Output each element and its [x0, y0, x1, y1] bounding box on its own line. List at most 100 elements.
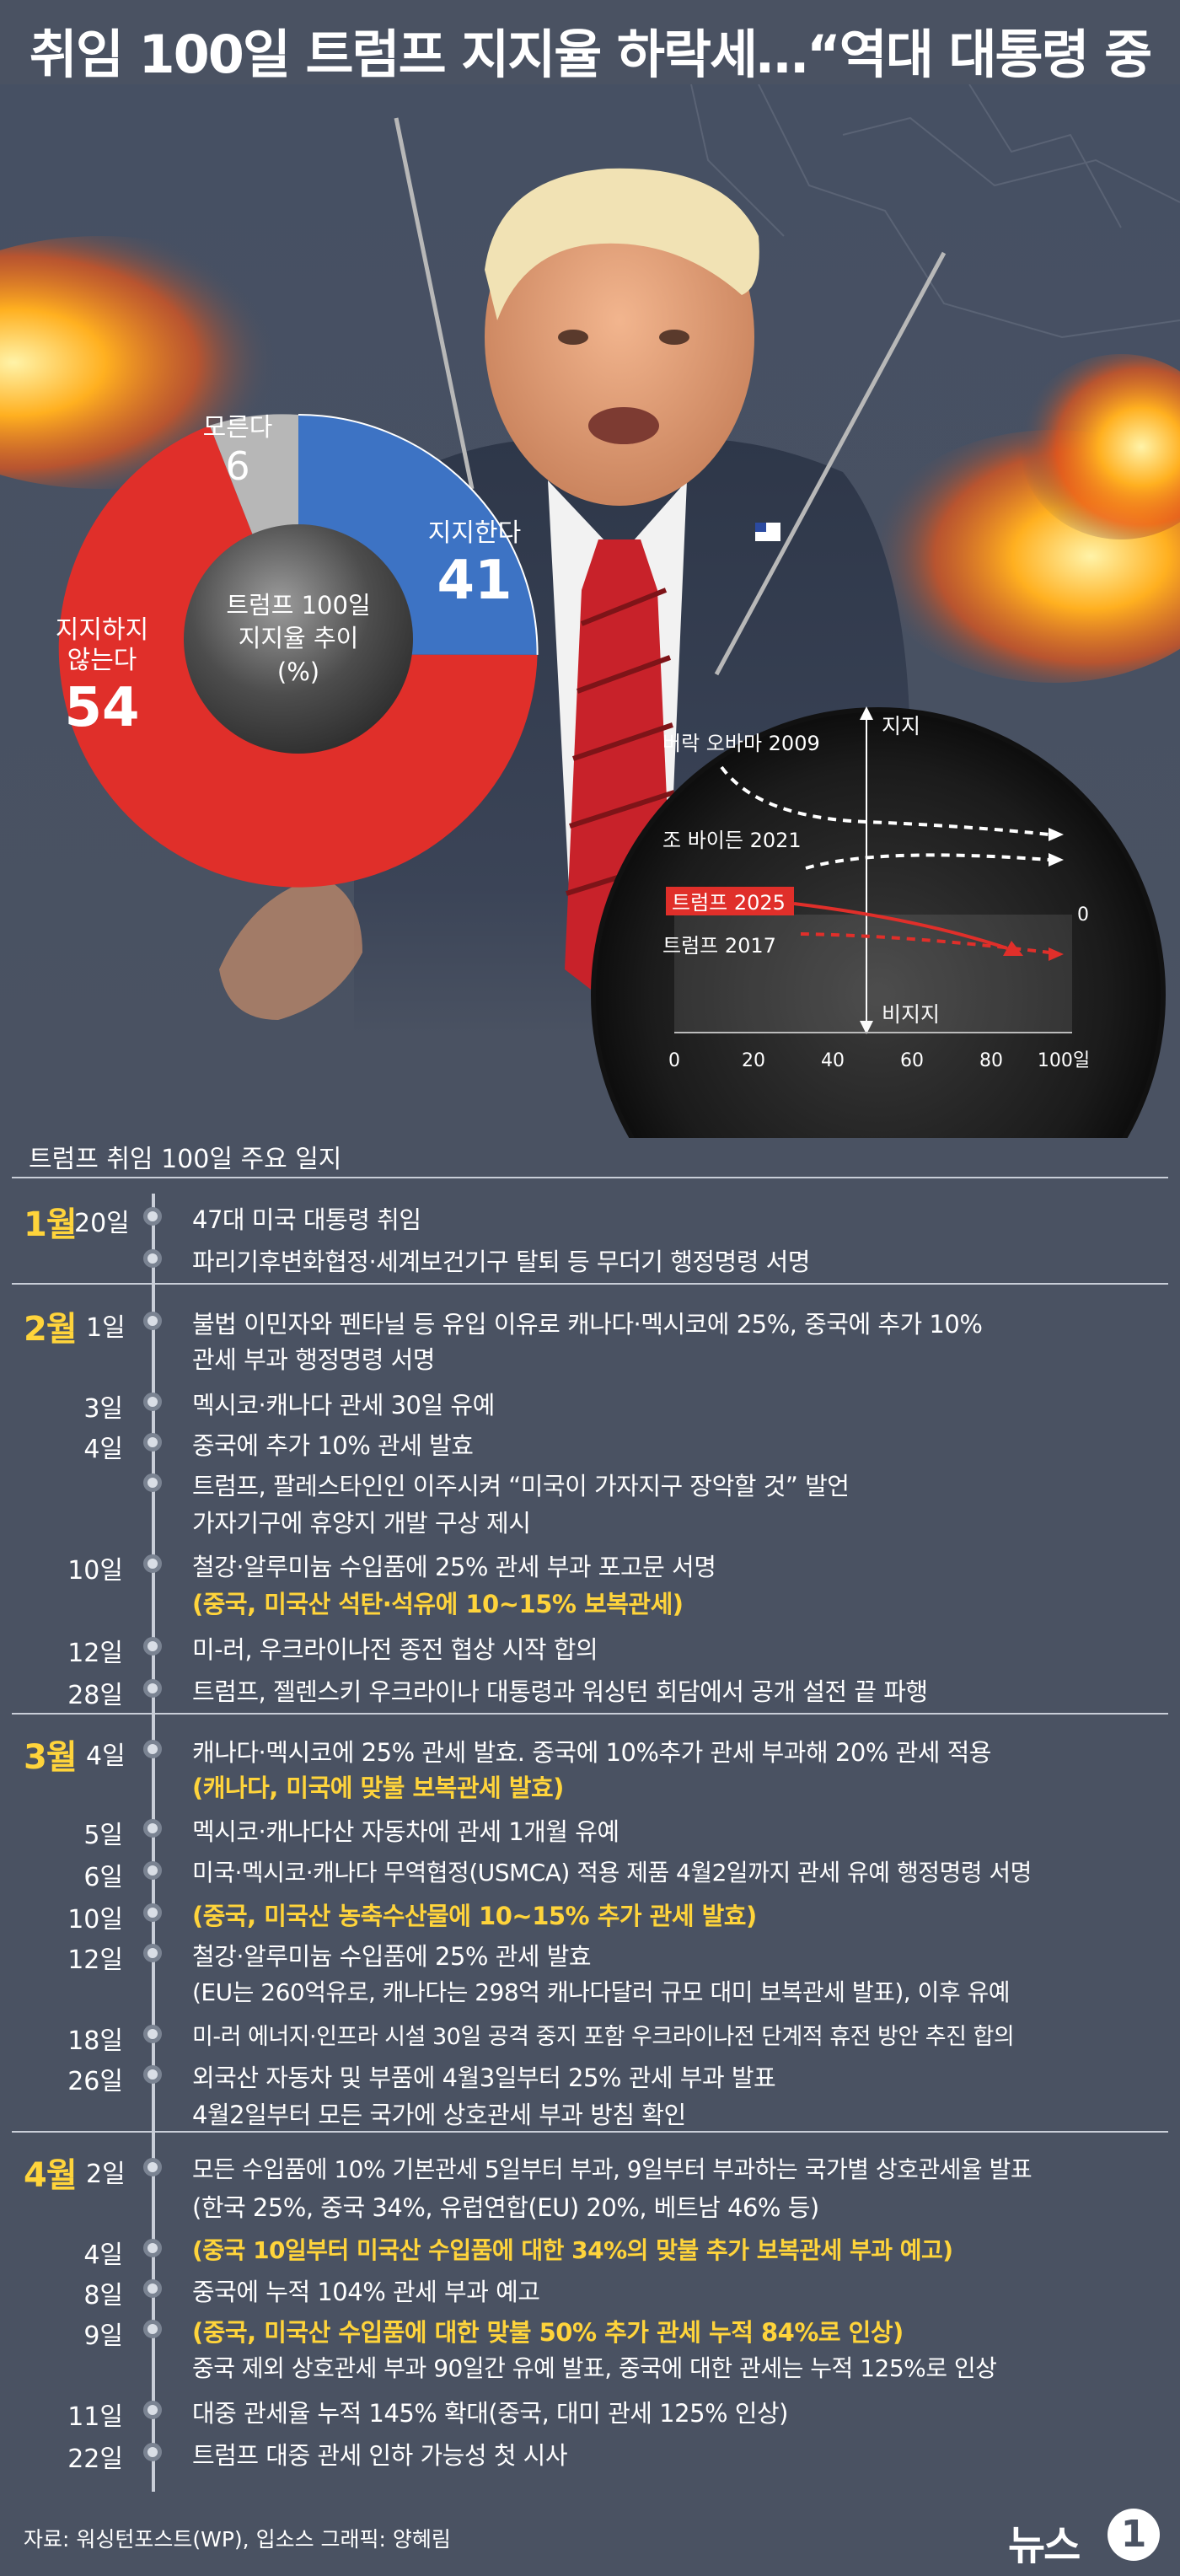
day-label: 5일 [83, 1821, 123, 1850]
event-text: 미국·멕시코·캐나다 무역협정(USMCA) 적용 제품 4월2일까지 관세 유… [192, 1859, 1032, 1886]
event-text: 트럼프 대중 관세 인하 가능성 첫 시사 [192, 2441, 568, 2470]
event-text-highlight: (중국, 미국산 농축수산물에 10~15% 추가 관세 발효) [192, 1902, 757, 1930]
day-label: 3일 [83, 1394, 123, 1424]
pie-label-support: 지지한다 41 [427, 518, 522, 612]
source-credit: 자료: 워싱턴포스트(WP), 입소스 그래픽: 양혜림 [24, 2527, 451, 2552]
x-tick-60: 60 [900, 1050, 924, 1071]
x-ticks: 0 20 40 60 80 100일 [668, 1050, 1090, 1071]
series-line-trump-2025 [793, 902, 1008, 950]
event-text: (EU는 260억유로, 캐나다는 298억 캐나다달러 규모 대미 보복관세 … [192, 1978, 1011, 2006]
section-divider [12, 1177, 1168, 1178]
event-text: 모든 수입품에 10% 기본관세 5일부터 부과, 9일부터 부과하는 국가별 … [192, 2155, 1032, 2183]
x-tick-100: 100일 [1038, 1050, 1090, 1071]
event-text: 철강·알루미늄 수입품에 25% 관세 부과 포고문 서명 [192, 1553, 716, 1581]
event-text: (한국 25%, 중국 34%, 유럽연합(EU) 20%, 베트남 46% 등… [192, 2193, 819, 2222]
month-label-feb: 2월 [24, 1310, 78, 1349]
x-tick-20: 20 [742, 1050, 765, 1071]
month-label-mar: 3월 [24, 1738, 78, 1777]
day-label: 18일 [67, 2026, 123, 2056]
series-trump-2025: 트럼프 2025 [666, 887, 1023, 956]
section-divider [12, 2131, 1168, 2133]
event-text: 불법 이민자와 펜타닐 등 유입 이유로 캐나다·멕시코에 25%, 중국에 추… [192, 1310, 983, 1339]
event-text: 관세 부과 행정명령 서명 [192, 1345, 435, 1374]
timeline-dot [143, 1249, 162, 1268]
day-label: 10일 [67, 1905, 123, 1935]
day-label: 11일 [67, 2402, 123, 2432]
y-label-oppose: 비지지 [882, 1002, 940, 1027]
timeline-line [152, 1194, 155, 2492]
schedule-title: 트럼프 취임 100일 주요 일지 [29, 1145, 342, 1174]
timeline-dot [143, 1819, 162, 1838]
negative-zone [674, 915, 1072, 1033]
event-text-highlight: (캐나다, 미국에 맞불 보복관세 발효) [192, 1774, 564, 1802]
news1-logo: 뉴스 1 [1008, 2509, 1168, 2569]
series-trump-2017: 트럼프 2017 [662, 932, 1064, 961]
timeline-dot [143, 1207, 162, 1226]
section-divider [12, 1283, 1168, 1285]
timeline-dot [143, 2025, 162, 2043]
section-divider [12, 1713, 1168, 1715]
approval-trend-chart: 지지 비지지 0 0 20 40 60 80 100일 버락 오바마 2009 … [662, 706, 1090, 1071]
event-text: 중국에 누적 104% 관세 부과 예고 [192, 2278, 540, 2306]
logo-text: 뉴스 [1008, 2522, 1081, 2569]
hair [485, 168, 759, 320]
event-text: 47대 미국 대통령 취임 [192, 1205, 421, 1234]
day-label: 20일 [74, 1209, 130, 1238]
series-line-obama [720, 765, 1050, 836]
day-label: 26일 [67, 2067, 123, 2096]
day-label: 28일 [67, 1681, 123, 1710]
day-label: 10일 [67, 1556, 123, 1586]
timeline-dot [143, 2279, 162, 2298]
event-text: 미-러, 우크라이나전 종전 협상 시작 합의 [192, 1635, 598, 1664]
pie-label-oppose: 지지하지 않는다 54 [55, 615, 149, 739]
event-text: 대중 관세율 누적 145% 확대(중국, 대미 관세 125% 인상) [192, 2399, 788, 2428]
day-label: 9일 [83, 2321, 123, 2351]
timeline-dot [143, 1433, 162, 1452]
series-biden-2021: 조 바이든 2021 [662, 829, 1064, 870]
day-label: 4일 [86, 1741, 126, 1771]
donut-center-label: 트럼프 100일 지지율 추이 (%) [184, 524, 413, 754]
series-line-trump-2017 [800, 932, 1050, 954]
event-text: 파리기후변화협정·세계보건기구 탈퇴 등 무더기 행정명령 서명 [192, 1248, 811, 1276]
series-label-trump-2017: 트럼프 2017 [662, 934, 776, 958]
event-text-highlight: (중국, 미국산 수입품에 대한 맞불 50% 추가 관세 누적 84%로 인상… [192, 2318, 904, 2347]
day-label: 12일 [67, 1639, 123, 1668]
day-label: 4일 [83, 2241, 123, 2270]
day-label: 2일 [86, 2160, 126, 2189]
event-text: 중국에 추가 10% 관세 발효 [192, 1431, 474, 1460]
event-text: 트럼프, 젤렌스키 우크라이나 대통령과 워싱턴 회담에서 공개 설전 끝 파행 [192, 1677, 928, 1706]
day-label: 6일 [83, 1863, 123, 1892]
approval-donut-chart [58, 414, 539, 888]
timeline-dot [143, 2401, 162, 2419]
event-text: 멕시코·캐나다 관세 30일 유예 [192, 1391, 495, 1419]
timeline-dot [143, 2320, 162, 2338]
event-text: 가자기구에 휴양지 개발 구상 제시 [192, 1509, 531, 1538]
day-label: 8일 [83, 2281, 123, 2310]
timeline-dot [143, 1944, 162, 1962]
hand [219, 877, 362, 1020]
timeline-dot [143, 1312, 162, 1330]
series-label-bg-trump-2025 [666, 887, 794, 915]
timeline-dot [143, 2158, 162, 2176]
series-obama-2009: 버락 오바마 2009 [662, 732, 1064, 841]
hero-illustration: 모른다 6 지지한다 41 지지하지 않는다 54 트럼프 100일 지지율 추… [0, 83, 1180, 1282]
timeline-dot [143, 1637, 162, 1656]
map-lines [690, 83, 1180, 339]
donut-slice-oppose [58, 425, 538, 888]
timeline-dot [143, 2239, 162, 2257]
timeline-dot [143, 1473, 162, 1492]
pie-label-unknown: 모른다 6 [202, 413, 273, 489]
day-label: 1일 [86, 1313, 126, 1343]
day-label: 4일 [83, 1435, 123, 1464]
y-label-support: 지지 [882, 714, 920, 738]
event-text: 철강·알루미늄 수입품에 25% 관세 발효 [192, 1942, 592, 1971]
timeline-dot [143, 1393, 162, 1411]
month-label-jan: 1월 [24, 1205, 78, 1244]
timeline-dot [143, 2443, 162, 2461]
timeline-dot [143, 1554, 162, 1573]
event-text: 중국 제외 상호관세 부과 90일간 유예 발표, 중국에 대한 관세는 누적 … [192, 2354, 997, 2382]
series-label-obama: 버락 오바마 2009 [662, 732, 820, 755]
event-text: 미-러 에너지·인프라 시설 30일 공격 중지 포함 우크라이나전 단계적 휴… [192, 2024, 1015, 2050]
event-text-highlight: (중국, 미국산 석탄·석유에 10~15% 보복관세) [192, 1590, 684, 1618]
timeline-dot [143, 2065, 162, 2084]
